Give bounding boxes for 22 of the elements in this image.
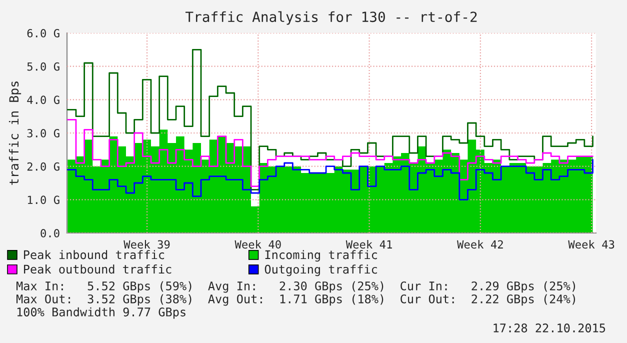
x-tick-label: Week 41 (346, 240, 392, 249)
legend-label: Peak outbound traffic (24, 264, 172, 274)
y-tick-label: 2.0 G (27, 162, 60, 171)
legend-label: Incoming traffic (265, 250, 377, 262)
text: 17:28 22.10.2015 (494, 324, 606, 332)
y-tick-label: 6.0 G (27, 29, 60, 38)
y-tick-label: 1.0 G (28, 196, 60, 204)
x-tick-label: Week 43 (568, 240, 614, 249)
x-tick-label: Week 40 (234, 240, 281, 249)
legend-label: Peak inbound traffic (24, 250, 164, 260)
text: 100% Bandwidth 9.77 GBps (17, 307, 186, 319)
y-tick-label: 3.0 G (27, 129, 60, 138)
y-tick-label: 0.0 (40, 229, 60, 238)
y-tick-label: 5.0 G (27, 62, 60, 71)
x-tick-label: Week 39 (124, 240, 170, 249)
text: Max Out: 3.52 GBps (38%) Avg Out: 1.71 GBps (18%) Cur Out: 2.22 GBps (24%) (16, 294, 576, 306)
text: Max In: 5.52 GBps (59%) Avg In: 2.30 GBps (25%) Cur In: 2.29 GBps (25%) (16, 281, 576, 293)
y-axis-title: traffic in Bps (8, 82, 22, 185)
legend-label: Outgoing traffic (264, 264, 377, 276)
x-tick-label: Week 42 (457, 240, 503, 249)
chart-title: Traffic Analysis for 130 -- rt-of-2 (185, 11, 477, 25)
y-tick-label: 4.0 G (27, 96, 60, 104)
